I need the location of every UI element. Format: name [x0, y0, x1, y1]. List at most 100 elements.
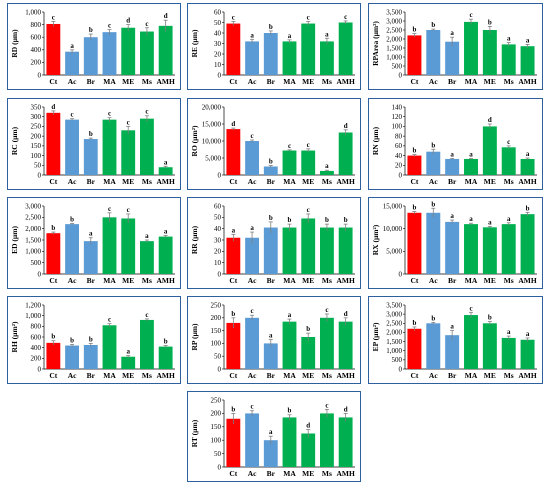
significance-letter: d: [488, 116, 492, 124]
y-tick-label: 1,000: [386, 347, 402, 355]
bar: [46, 112, 61, 175]
y-tick-label: 2,000: [386, 35, 402, 43]
significance-letter: b: [231, 405, 235, 413]
category-label: Br: [267, 371, 276, 380]
category-label: ME: [484, 371, 496, 380]
y-tick-label: 0: [399, 171, 403, 179]
category-label: AMH: [156, 177, 174, 186]
y-tick-label: 60: [395, 142, 403, 150]
significance-letter: a: [526, 330, 530, 338]
significance-letter: a: [507, 328, 511, 336]
category-label: Ac: [429, 77, 438, 86]
y-tick-label: 50: [34, 162, 42, 170]
y-tick-label: 400: [31, 46, 42, 54]
y-tick-label: 200: [31, 59, 42, 67]
y-tick-label: 3,500: [386, 8, 402, 16]
significance-letter: b: [89, 335, 93, 343]
category-label: ME: [122, 77, 134, 86]
category-label: AMH: [518, 276, 536, 285]
significance-letter: c: [288, 142, 291, 150]
bar: [140, 31, 154, 76]
y-tick-label: 800: [31, 323, 42, 331]
significance-letter: a: [269, 428, 273, 436]
category-label: MA: [283, 276, 296, 285]
bar: [501, 224, 516, 274]
significance-letter: c: [507, 138, 510, 146]
bar: [301, 337, 316, 369]
category-label: AMH: [518, 371, 536, 380]
category-label: Ms: [142, 371, 152, 380]
bar: [102, 119, 117, 175]
y-tick-label: 10: [214, 61, 222, 69]
y-tick-label: 2,500: [386, 320, 402, 328]
bar: [226, 322, 241, 369]
y-tick-label: 100: [211, 437, 222, 445]
significance-letter: c: [251, 132, 254, 140]
category-label: Ct: [229, 177, 237, 186]
bar: [226, 129, 241, 175]
bar: [426, 323, 441, 369]
bar: [263, 166, 278, 175]
significance-letter: d: [126, 17, 130, 25]
category-label: MA: [465, 276, 478, 285]
significance-letter: b: [89, 26, 93, 34]
bar: [338, 227, 353, 274]
y-tick-label: 1,200: [25, 301, 41, 309]
bar: [426, 30, 441, 75]
bar: [464, 21, 478, 75]
category-label: Ac: [248, 177, 257, 186]
category-label: AMH: [156, 77, 174, 86]
y-tick-label: 60: [214, 202, 222, 210]
significance-letter: c: [108, 205, 111, 213]
bar: [102, 217, 117, 274]
category-label: Ac: [429, 371, 438, 380]
bar: [338, 321, 353, 369]
y-tick-label: 2,500: [25, 214, 41, 222]
significance-letter: c: [232, 13, 235, 21]
bar: [501, 337, 516, 369]
category-label: Ms: [142, 276, 152, 285]
significance-letter: a: [450, 150, 454, 158]
y-tick-label: 250: [211, 396, 222, 404]
category-label: Br: [87, 276, 96, 285]
y-tick-label: 1,000: [25, 8, 41, 16]
y-axis-title: RR (µm): [190, 225, 199, 254]
y-tick-label: 200: [211, 314, 222, 322]
significance-letter: c: [127, 118, 130, 126]
category-label: MA: [283, 177, 296, 186]
y-tick-label: 50: [214, 450, 222, 458]
category-label: Ct: [49, 77, 57, 86]
y-tick-label: 3,500: [386, 301, 402, 309]
significance-letter: a: [250, 31, 254, 39]
significance-letter: d: [51, 103, 55, 111]
category-label: Ac: [248, 276, 257, 285]
y-tick-label: 20: [214, 248, 222, 256]
category-label: Ac: [68, 276, 77, 285]
significance-letter: b: [70, 336, 74, 344]
bar: [46, 233, 61, 274]
bar: [158, 25, 173, 75]
category-label: Ct: [49, 177, 57, 186]
y-tick-label: 30: [214, 40, 222, 48]
y-tick-label: 1,500: [25, 236, 41, 244]
y-tick-label: 40: [214, 225, 222, 233]
category-label: MA: [103, 77, 116, 86]
bar: [482, 126, 497, 175]
category-label: MA: [103, 276, 116, 285]
category-label: MA: [283, 469, 296, 478]
bar: [407, 155, 422, 175]
y-tick-label: 250: [211, 301, 222, 309]
significance-letter: c: [307, 206, 310, 214]
y-tick-label: 3,000: [386, 17, 402, 25]
significance-letter: b: [269, 214, 273, 222]
category-label: AMH: [336, 371, 354, 380]
category-label: MA: [465, 77, 478, 86]
significance-letter: a: [325, 30, 329, 38]
bar: [282, 321, 297, 369]
y-tick-label: 0: [399, 365, 403, 373]
bar: [464, 315, 478, 369]
significance-letter: c: [52, 13, 55, 21]
significance-letter: d: [164, 12, 168, 20]
category-label: Ct: [410, 77, 418, 86]
